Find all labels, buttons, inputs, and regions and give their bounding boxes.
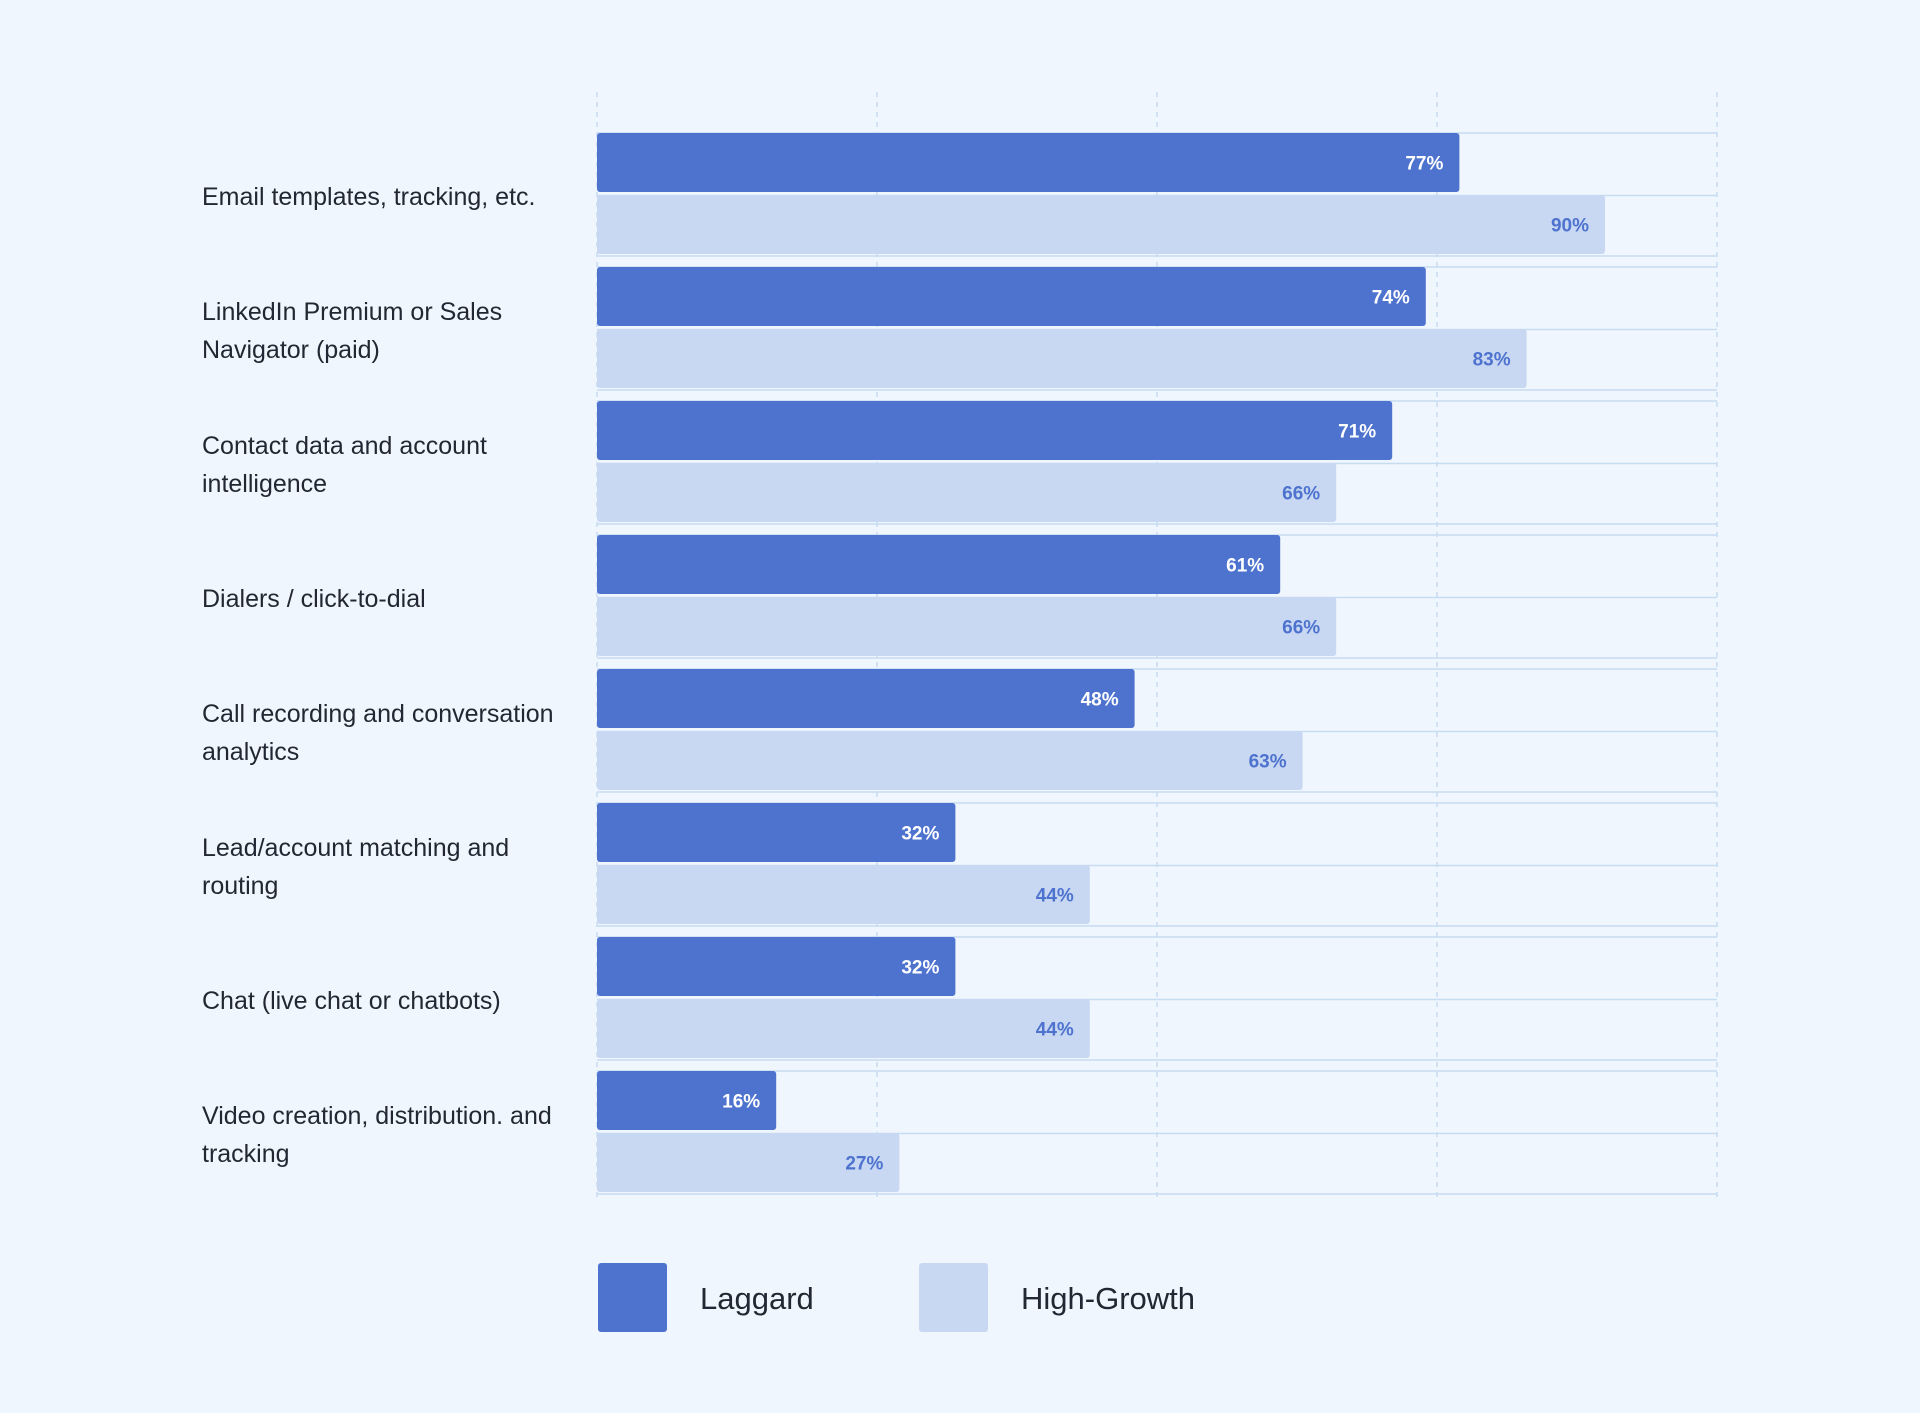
- bar-value-label: 27%: [845, 1154, 883, 1175]
- bar-value-label: 32%: [901, 824, 939, 845]
- legend-label: High-Growth: [1021, 1281, 1195, 1316]
- bar-value-label: 63%: [1249, 752, 1287, 773]
- bar-high-growth: [597, 463, 1337, 522]
- bar-value-label: 71%: [1338, 422, 1376, 443]
- bar-laggard: [597, 133, 1460, 192]
- category-label: Lead/account matching and routing: [202, 834, 509, 900]
- category-label: Email templates, tracking, etc.: [202, 183, 535, 211]
- bar-value-label: 32%: [901, 958, 939, 979]
- bar-value-label: 74%: [1372, 288, 1410, 309]
- bars: 77% 90% 74% 83% 71% 66% 61% 66% 48% 63% 32% 44% 32% 4…: [597, 133, 1605, 1192]
- bar-laggard: [597, 803, 956, 862]
- bar-high-growth: [597, 865, 1090, 924]
- category-label: Call recording and conversation analytics: [202, 700, 554, 766]
- bar-high-growth: [597, 329, 1527, 388]
- bar-laggard: [597, 937, 956, 996]
- bar-laggard: [597, 401, 1393, 460]
- bar-value-label: 66%: [1282, 484, 1320, 505]
- category-labels: Email templates, tracking, etc. LinkedIn …: [202, 183, 554, 1168]
- bar-value-label: 61%: [1226, 556, 1264, 577]
- legend-swatch-high-growth: [919, 1263, 988, 1332]
- bar-laggard: [597, 1071, 777, 1130]
- bar-laggard: [597, 535, 1281, 594]
- bar-value-label: 48%: [1081, 690, 1119, 711]
- legend-label: Laggard: [700, 1281, 814, 1316]
- bar-value-label: 83%: [1473, 350, 1511, 371]
- bar-value-label: 44%: [1036, 1020, 1074, 1041]
- category-label: Video creation, distribution. and trackin…: [202, 1102, 552, 1168]
- legend: Laggard High-Growth: [598, 1263, 1195, 1332]
- category-label: Chat (live chat or chatbots): [202, 987, 501, 1015]
- bar-high-growth: [597, 195, 1605, 254]
- bar-high-growth: [597, 999, 1090, 1058]
- legend-swatch-laggard: [598, 1263, 667, 1332]
- bar-value-label: 44%: [1036, 886, 1074, 907]
- bar-high-growth: [597, 731, 1303, 790]
- bar-value-label: 90%: [1551, 216, 1589, 237]
- bar-high-growth: [597, 1133, 900, 1192]
- bar-value-label: 66%: [1282, 618, 1320, 639]
- bar-laggard: [597, 267, 1426, 326]
- bar-high-growth: [597, 597, 1337, 656]
- bar-laggard: [597, 669, 1135, 728]
- bar-value-label: 77%: [1405, 154, 1443, 175]
- category-label: Dialers / click-to-dial: [202, 585, 426, 613]
- category-label: Contact data and account intelligence: [202, 432, 487, 498]
- category-label: LinkedIn Premium or Sales Navigator (paid…: [202, 298, 502, 364]
- bar-value-label: 16%: [722, 1092, 760, 1113]
